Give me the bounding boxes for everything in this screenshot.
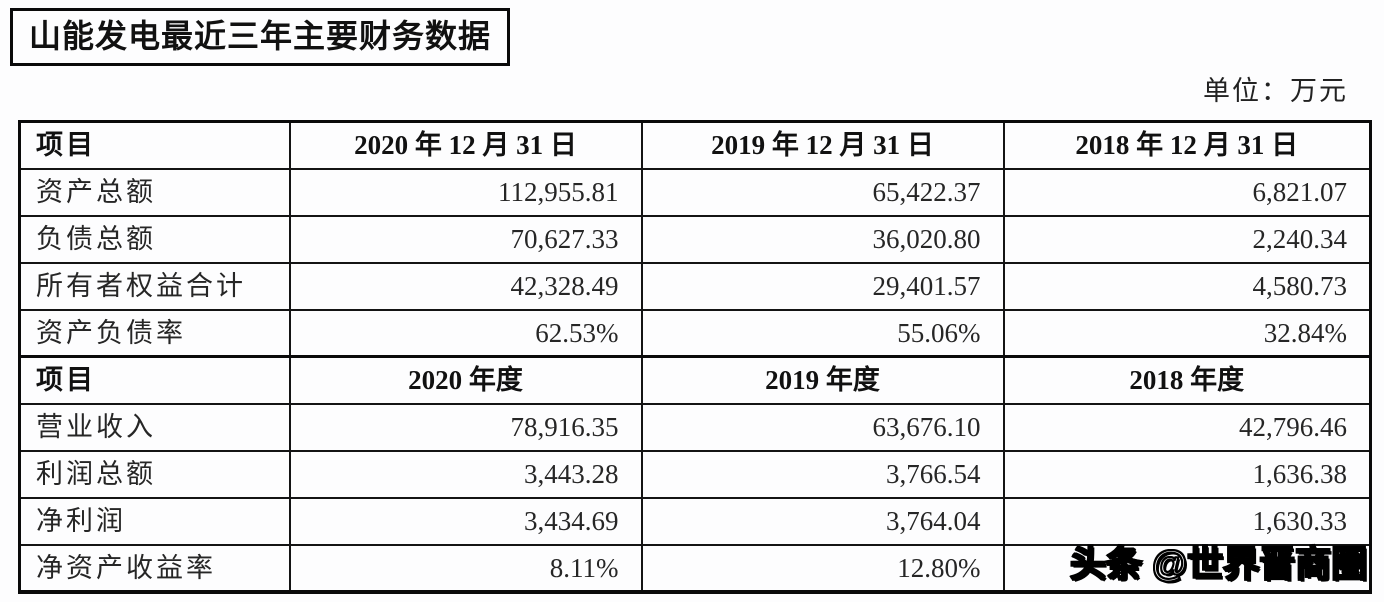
table-header-row: 项目 2020 年 12 月 31 日 2019 年 12 月 31 日 2018 年… [18, 120, 1372, 170]
header-year-cell: 2020 年度 [288, 355, 643, 405]
value-cell: 8.11% [288, 543, 643, 594]
value-cell: 2,240.34 [1002, 214, 1372, 264]
table-row: 净资产收益率 8.11% 12.80% [18, 543, 1372, 594]
value-cell: 42,328.49 [288, 261, 643, 311]
header-year-cell: 2019 年 12 月 31 日 [640, 120, 1005, 170]
table-row: 营业收入 78,916.35 63,676.10 42,796.46 [18, 402, 1372, 452]
table-header-row: 项目 2020 年度 2019 年度 2018 年度 [18, 355, 1372, 405]
value-cell: 3,764.04 [640, 496, 1005, 546]
value-cell: 4,580.73 [1002, 261, 1372, 311]
header-year-cell: 2018 年度 [1002, 355, 1372, 405]
value-cell [1002, 543, 1372, 594]
header-year-cell: 2019 年度 [640, 355, 1005, 405]
table-row: 净利润 3,434.69 3,764.04 1,630.33 [18, 496, 1372, 546]
table-row: 利润总额 3,443.28 3,766.54 1,636.38 [18, 449, 1372, 499]
value-cell: 70,627.33 [288, 214, 643, 264]
row-label-cell: 负债总额 [18, 214, 291, 264]
financial-table-body: 项目 2020 年 12 月 31 日 2019 年 12 月 31 日 2018 年… [18, 120, 1372, 594]
value-cell: 112,955.81 [288, 167, 643, 217]
value-cell: 42,796.46 [1002, 402, 1372, 452]
value-cell: 55.06% [640, 308, 1005, 358]
row-label-cell: 利润总额 [18, 449, 291, 499]
table-row: 资产总额 112,955.81 65,422.37 6,821.07 [18, 167, 1372, 217]
value-cell: 6,821.07 [1002, 167, 1372, 217]
value-cell: 1,630.33 [1002, 496, 1372, 546]
watermark-text: 头条 @世界晋商圈 [1069, 543, 1368, 584]
row-label-cell: 资产负债率 [18, 308, 291, 358]
row-label-cell: 净资产收益率 [18, 543, 291, 594]
value-cell: 29,401.57 [640, 261, 1005, 311]
value-cell: 63,676.10 [640, 402, 1005, 452]
value-cell: 62.53% [288, 308, 643, 358]
row-label-cell: 所有者权益合计 [18, 261, 291, 311]
row-label-cell: 营业收入 [18, 402, 291, 452]
row-label-cell: 资产总额 [18, 167, 291, 217]
header-item-cell: 项目 [18, 355, 291, 405]
value-cell: 3,434.69 [288, 496, 643, 546]
table-row: 资产负债率 62.53% 55.06% 32.84% [18, 308, 1372, 358]
header-item-cell: 项目 [18, 120, 291, 170]
value-cell: 3,443.28 [288, 449, 643, 499]
value-cell: 32.84% [1002, 308, 1372, 358]
header-year-cell: 2020 年 12 月 31 日 [288, 120, 643, 170]
table-row: 所有者权益合计 42,328.49 29,401.57 4,580.73 [18, 261, 1372, 311]
unit-label: 单位：万元 [1203, 76, 1348, 106]
value-cell: 12.80% [640, 543, 1005, 594]
value-cell: 36,020.80 [640, 214, 1005, 264]
value-cell: 3,766.54 [640, 449, 1005, 499]
value-cell: 65,422.37 [640, 167, 1005, 217]
page-title: 山能发电最近三年主要财务数据 [10, 8, 511, 66]
table-row: 负债总额 70,627.33 36,020.80 2,240.34 [18, 214, 1372, 264]
row-label-cell: 净利润 [18, 496, 291, 546]
financial-table: 项目 2020 年 12 月 31 日 2019 年 12 月 31 日 2018 年… [18, 120, 1372, 594]
value-cell: 78,916.35 [288, 402, 643, 452]
header-year-cell: 2018 年 12 月 31 日 [1002, 120, 1372, 170]
value-cell: 1,636.38 [1002, 449, 1372, 499]
